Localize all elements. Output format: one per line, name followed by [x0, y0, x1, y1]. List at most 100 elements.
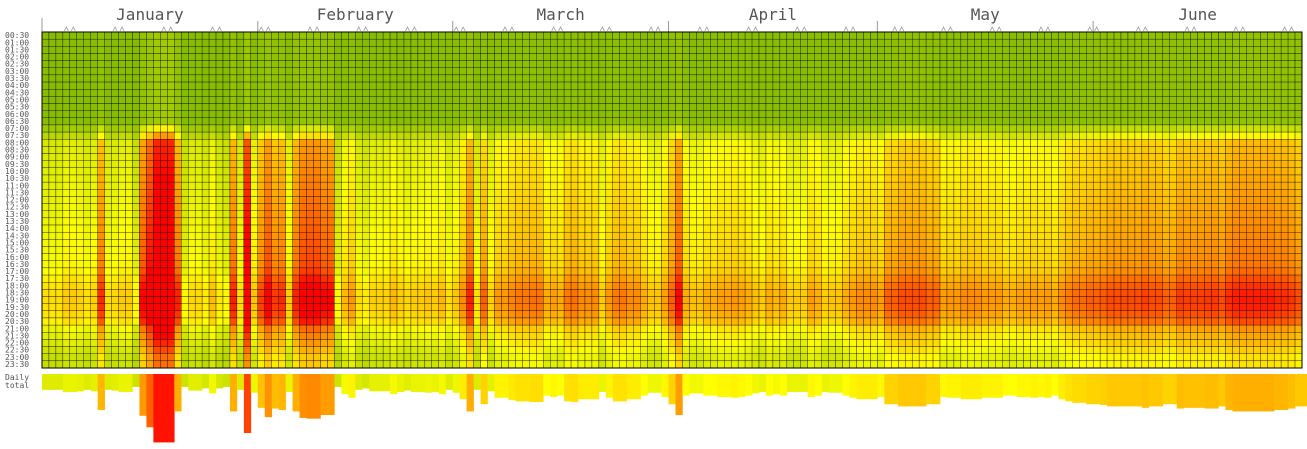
heat-cell	[292, 360, 300, 369]
heat-cell	[494, 110, 502, 118]
heat-cell	[417, 360, 426, 369]
heat-cell	[125, 117, 133, 126]
heat-cell	[626, 360, 634, 369]
heat-cell	[730, 139, 739, 147]
heat-cell	[48, 289, 57, 297]
heat-cell	[563, 81, 572, 90]
heat-cell	[111, 31, 119, 40]
heat-cell	[146, 196, 154, 204]
heat-cell	[362, 124, 370, 133]
heat-cell	[139, 282, 147, 290]
heat-cell	[188, 89, 196, 97]
heat-cell	[271, 110, 279, 118]
heat-cell	[459, 282, 467, 290]
heat-cell	[299, 67, 307, 76]
heat-cell	[724, 217, 732, 226]
heat-cell	[758, 324, 767, 333]
heat-cell	[431, 167, 439, 176]
heat-cell	[285, 217, 293, 226]
heat-cell	[543, 231, 551, 240]
heat-cell	[215, 124, 224, 133]
heat-cell	[751, 339, 760, 347]
heat-cell	[403, 117, 412, 126]
heat-cell	[327, 217, 335, 226]
heat-cell	[55, 339, 64, 347]
heat-cell	[174, 210, 182, 219]
heat-cell	[90, 267, 98, 276]
heat-cell	[250, 110, 258, 118]
heat-cell	[257, 231, 265, 240]
heat-cell	[466, 189, 474, 197]
time-label: 13:30	[5, 217, 29, 226]
heat-cell	[410, 117, 419, 126]
heat-cell	[188, 146, 196, 154]
heat-cell	[438, 110, 446, 118]
heat-cell	[424, 146, 433, 154]
heat-cell	[703, 339, 711, 347]
heat-cell	[717, 117, 725, 126]
heat-cell	[473, 267, 481, 276]
heat-cell	[452, 67, 460, 76]
heat-cell	[188, 74, 196, 83]
heat-cell	[355, 53, 363, 61]
heat-cell	[563, 160, 572, 169]
heat-cell	[619, 274, 627, 283]
heat-cell	[703, 203, 711, 211]
heat-cell	[118, 81, 126, 90]
heat-cell	[104, 174, 112, 183]
heat-cell	[661, 110, 669, 118]
heat-cell	[556, 174, 565, 183]
heat-cell	[508, 203, 516, 211]
heat-cell	[431, 282, 439, 290]
heat-cell	[577, 317, 586, 326]
heat-cell	[132, 181, 140, 190]
heat-cell	[758, 217, 767, 226]
heat-cell	[424, 267, 433, 276]
heat-cell	[654, 210, 662, 219]
heat-cell	[153, 174, 161, 183]
heat-cell	[710, 274, 718, 283]
heat-cell	[382, 60, 391, 68]
heat-cell	[292, 282, 300, 290]
heat-cell	[640, 189, 648, 197]
heat-cell	[438, 196, 446, 204]
heat-cell	[626, 124, 634, 133]
heat-cell	[682, 210, 690, 219]
heat-cell	[334, 53, 342, 61]
heat-cell	[563, 332, 572, 340]
heat-cell	[83, 246, 91, 254]
heat-cell	[278, 46, 286, 54]
heat-cell	[612, 46, 620, 54]
heat-cell	[605, 38, 614, 47]
heat-cell	[104, 310, 112, 319]
heat-cell	[563, 174, 572, 183]
heat-cell	[132, 310, 140, 319]
heat-cell	[640, 324, 648, 333]
heat-cell	[758, 303, 767, 311]
heat-cell	[633, 274, 641, 283]
heat-cell	[222, 282, 231, 290]
heat-cell	[612, 282, 620, 290]
heat-cell	[710, 81, 718, 90]
heat-cell	[682, 103, 690, 111]
heat-cell	[382, 310, 391, 319]
heat-cell	[591, 81, 600, 90]
heat-cell	[452, 360, 460, 369]
heat-cell	[563, 239, 572, 247]
heat-cell	[229, 46, 238, 54]
heat-cell	[229, 53, 238, 61]
heat-cell	[529, 260, 537, 269]
heat-cell	[369, 160, 377, 169]
heat-cell	[369, 289, 377, 297]
heat-cell	[633, 339, 641, 347]
time-axis: 00:3001:0001:3002:0002:3003:0003:3004:00…	[5, 31, 29, 369]
heat-cell	[543, 96, 551, 104]
heat-cell	[668, 160, 676, 169]
heat-cell	[299, 139, 307, 147]
heat-cell	[438, 60, 446, 68]
heat-cell	[111, 267, 119, 276]
heat-cell	[174, 81, 182, 90]
heat-cell	[487, 67, 495, 76]
heat-cell	[563, 231, 572, 240]
heat-cell	[480, 231, 488, 240]
